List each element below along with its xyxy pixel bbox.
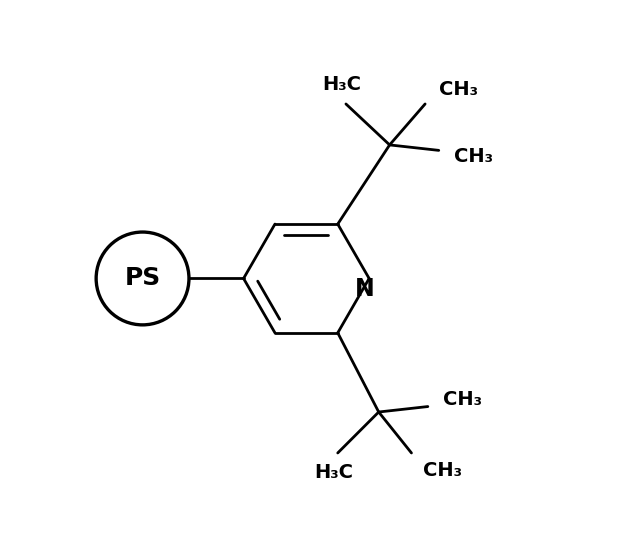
Text: N: N: [355, 277, 374, 301]
Text: H₃C: H₃C: [322, 75, 361, 94]
Text: PS: PS: [124, 266, 161, 290]
Text: CH₃: CH₃: [454, 147, 493, 167]
Text: CH₃: CH₃: [439, 80, 477, 98]
Text: H₃C: H₃C: [314, 463, 353, 482]
Text: CH₃: CH₃: [424, 461, 463, 480]
Text: CH₃: CH₃: [443, 390, 482, 410]
